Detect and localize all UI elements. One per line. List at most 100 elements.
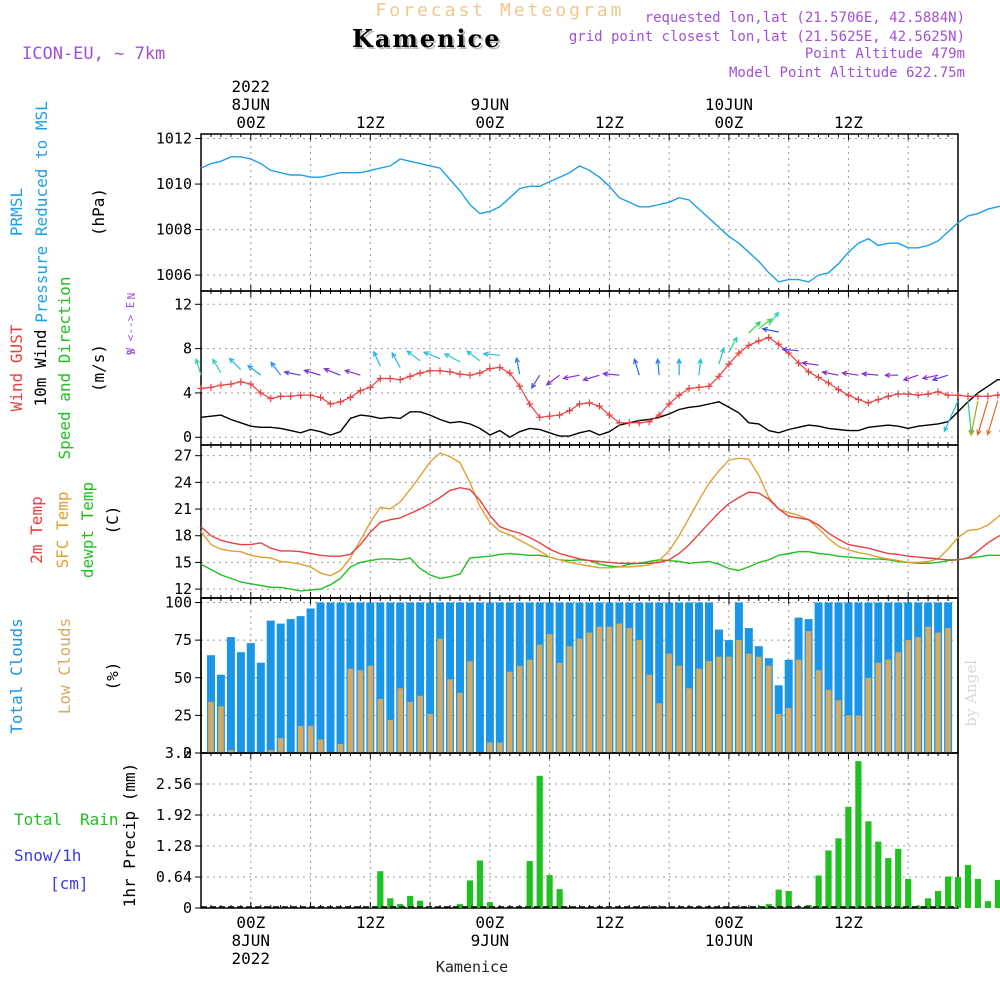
low-cloud-bar — [666, 653, 672, 753]
snow-unit-label: [cm] — [50, 874, 89, 893]
low-cloud-bar — [546, 634, 553, 753]
gust-marker — [317, 393, 325, 401]
y-tick-label: 0 — [183, 428, 192, 446]
rain-bar — [915, 906, 922, 908]
top-time-label: 10JUN — [705, 95, 753, 114]
wind-arrow — [884, 372, 899, 378]
total-cloud-bar — [306, 608, 315, 753]
wind-arrow — [633, 357, 640, 376]
gust-marker — [635, 419, 643, 427]
temp-labels: 2m Temp SFC Temp dewpt Temp (C) — [27, 482, 122, 578]
footer-station: Kamenice — [436, 958, 508, 976]
low-cloud-bar — [417, 695, 423, 753]
gust-marker — [964, 392, 972, 400]
station-name: Kamenice — [352, 24, 502, 53]
top-time-label: 9JUN — [471, 95, 510, 114]
total-cloud-bar — [475, 602, 484, 753]
low-cloud-bar — [925, 626, 931, 753]
wind-arrow — [422, 351, 441, 360]
wind-speed-line — [200, 378, 1000, 439]
wind-arrow — [228, 357, 242, 371]
total-cloud-bar — [286, 619, 295, 753]
wind-arrow — [373, 350, 381, 367]
wind-arrow — [860, 371, 879, 377]
wind-arrow — [758, 318, 773, 330]
total-cloud-bar — [456, 602, 464, 753]
low-cloud-bar — [776, 713, 782, 753]
temperature-panel: 12 15 18 21 24 27 — [174, 444, 959, 599]
gust-marker — [944, 391, 952, 399]
low-cloud-bar — [297, 725, 304, 753]
low-cloud-bar — [746, 653, 752, 753]
top-time-label: 2022 — [232, 77, 271, 96]
gust-marker — [815, 373, 823, 381]
bottom-time-label: 8JUN — [232, 931, 271, 950]
low-cloud-bar — [447, 679, 453, 753]
wind-arrow — [406, 350, 421, 362]
rain-bar — [945, 876, 952, 908]
gust-marker — [894, 390, 902, 398]
wind-arrow — [655, 357, 661, 376]
y-tick-label: 12 — [174, 580, 192, 598]
wind-arrow — [303, 369, 321, 376]
gust-marker — [366, 383, 374, 391]
gust-marker — [874, 396, 882, 404]
rain-bar — [815, 875, 822, 908]
low-cloud-bar — [337, 744, 344, 753]
low-cloud-bar — [566, 646, 573, 753]
low-cloud-bar — [218, 706, 224, 753]
y-tick-label: 12 — [174, 295, 192, 313]
pressure-label-2: Pressure Reduced to MSL — [32, 101, 51, 323]
wind-arrow — [676, 357, 682, 376]
rain-bar — [556, 889, 563, 908]
temp-2m-label: 2m Temp — [27, 496, 46, 563]
rain-bar — [835, 838, 842, 909]
precip-frame — [200, 752, 959, 909]
wind-arrow — [323, 367, 341, 376]
low-cloud-bar — [536, 644, 543, 753]
precip-labels: Total Rain Snow/1h [cm] 1hr Precip (mm) — [14, 763, 139, 908]
low-cloud-bar — [656, 703, 662, 753]
rain-bar — [755, 907, 762, 908]
gust-marker — [645, 418, 653, 426]
gust-marker — [237, 378, 245, 386]
wind-arrow — [601, 371, 620, 377]
rain-bar — [536, 775, 543, 908]
y-tick-label: 21 — [174, 500, 192, 518]
low-cloud-bar — [457, 692, 463, 753]
gust-marker — [486, 365, 494, 373]
gust-marker — [625, 419, 633, 427]
gust-marker — [426, 367, 434, 375]
low-cloud-bar — [875, 662, 882, 753]
model-name: ICON-EU, ~ 7km — [22, 44, 166, 64]
gust-marker — [914, 391, 922, 399]
gust-marker — [546, 412, 554, 420]
pressure-line — [200, 156, 1000, 283]
wind-arrow — [821, 370, 839, 376]
low-cloud-bar — [268, 750, 274, 753]
low-clouds-bars — [208, 623, 951, 753]
pressure-unit: (hPa) — [89, 188, 108, 236]
low-cloud-bar — [277, 738, 284, 753]
total-cloud-bar — [296, 616, 305, 753]
top-time-label: 00Z — [236, 113, 265, 132]
wind-arrow — [748, 320, 761, 334]
rain-bar — [895, 848, 902, 908]
low-cloud-bar — [208, 701, 214, 753]
gust-marker — [506, 369, 514, 377]
gust-marker — [864, 399, 872, 407]
gust-marker — [994, 391, 1000, 399]
wind-arrow — [246, 364, 262, 376]
gust-marker — [207, 383, 215, 391]
rain-bar — [994, 879, 1000, 908]
rain-bar — [546, 875, 553, 908]
low-cloud-bar — [586, 632, 593, 753]
y-tick-label: 50 — [174, 669, 192, 687]
low-cloud-bar — [785, 707, 792, 753]
gust-marker — [277, 392, 285, 400]
wind-arrow — [530, 374, 541, 390]
requested-coords: requested lon,lat (21.5706E, 42.5884N) — [644, 10, 965, 26]
dewpt-line — [200, 551, 1000, 592]
gust-marker — [685, 384, 693, 392]
